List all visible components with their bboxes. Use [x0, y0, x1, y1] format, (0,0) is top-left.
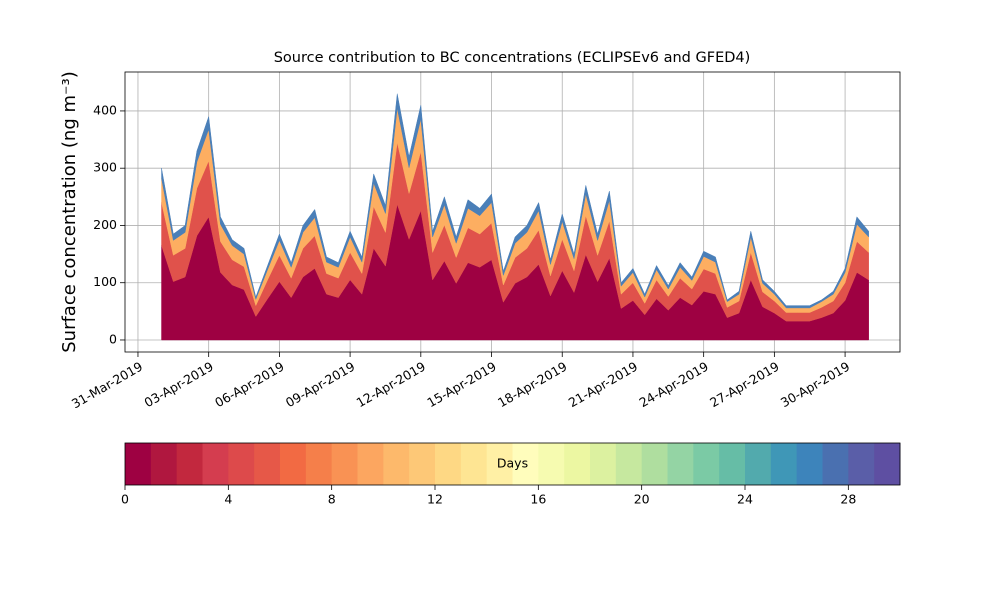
colorbar-swatch: [460, 443, 488, 485]
colorbar-swatch: [357, 443, 384, 485]
colorbar-swatch: [280, 443, 307, 485]
colorbar-frame: [124, 442, 901, 486]
colorbar-swatch: [331, 443, 358, 485]
colorbar-swatch: [745, 443, 772, 485]
y-axis-label: Surface concentration (ng m⁻³): [59, 71, 80, 353]
x-tick-label: 24-Apr-2019: [636, 359, 710, 411]
colorbar-swatch: [202, 443, 229, 485]
colorbar-swatch: [409, 443, 436, 485]
y-tick-label: 300: [93, 160, 117, 175]
colorbar-swatch: [150, 443, 178, 485]
colorbar-swatch: [667, 443, 694, 485]
y-tick-label: 0: [109, 331, 117, 346]
colorbar-swatch: [719, 443, 746, 485]
colorbar-swatch: [796, 443, 823, 485]
colorbar-swatch: [176, 443, 203, 485]
colorbar-swatch: [590, 443, 617, 485]
y-tick-label: 200: [93, 217, 117, 232]
colorbar-tick-label: 24: [737, 492, 753, 507]
area-layer: [161, 93, 869, 309]
x-tick-label: 09-Apr-2019: [283, 359, 357, 411]
colorbar-swatch: [383, 443, 410, 485]
x-tick-label: 18-Apr-2019: [495, 359, 569, 411]
x-tick-label: 27-Apr-2019: [707, 359, 781, 411]
x-tick-label: 30-Apr-2019: [778, 359, 852, 411]
colorbar-swatch: [512, 443, 539, 485]
x-tick-label: 15-Apr-2019: [424, 359, 498, 411]
y-tick-label: 400: [93, 102, 117, 117]
colorbar-swatch: [564, 443, 591, 485]
colorbar-swatch: [228, 443, 255, 485]
colorbar-swatch: [641, 443, 668, 485]
colorbar-swatch: [822, 443, 849, 485]
chart-title: Source contribution to BC concentrations…: [274, 50, 751, 66]
x-tick-label: 21-Apr-2019: [566, 359, 640, 411]
colorbar-tick-label: 16: [530, 492, 546, 507]
colorbar-swatch: [125, 443, 152, 485]
colorbar-swatch: [693, 443, 720, 485]
colorbar-swatch: [486, 443, 513, 485]
colorbar-swatch: [305, 443, 333, 485]
colorbar-swatch: [538, 443, 565, 485]
colorbar-swatch: [848, 443, 875, 485]
colorbar-label: Days: [497, 456, 528, 471]
plot-frame: [124, 71, 901, 353]
x-tick-label: 06-Apr-2019: [212, 359, 286, 411]
colorbar-tick-label: 20: [634, 492, 650, 507]
x-tick-label: 12-Apr-2019: [354, 359, 428, 411]
colorbar-swatch: [254, 443, 281, 485]
x-tick-label: 31-Mar-2019: [69, 359, 145, 412]
colorbar-swatch: [874, 443, 901, 485]
colorbar-tick-label: 4: [224, 492, 232, 507]
x-tick-label: 03-Apr-2019: [141, 359, 215, 411]
colorbar-tick-label: 0: [121, 492, 129, 507]
colorbar-tick-label: 12: [427, 492, 443, 507]
y-tick-label: 100: [93, 274, 117, 289]
colorbar-swatch: [770, 443, 798, 485]
colorbar-swatch: [615, 443, 643, 485]
colorbar-tick-label: 28: [840, 492, 856, 507]
colorbar-swatch: [435, 443, 462, 485]
colorbar-tick-label: 8: [328, 492, 336, 507]
